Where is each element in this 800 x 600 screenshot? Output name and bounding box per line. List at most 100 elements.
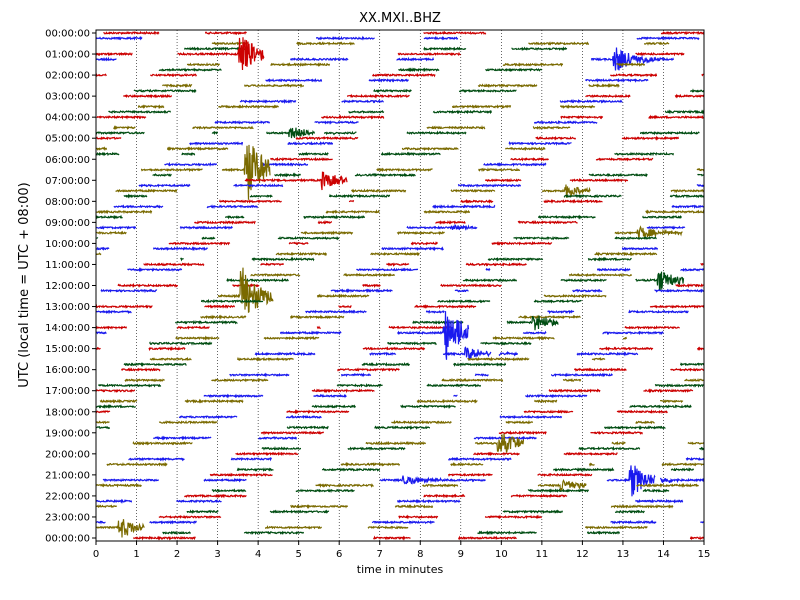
y-tick-label: 14:00:00 [45, 323, 90, 334]
trace-row [236, 467, 695, 473]
trace-row [174, 315, 559, 331]
y-tick-label: 01:00:00 [45, 50, 90, 61]
trace-row [158, 514, 543, 520]
trace-row [178, 414, 563, 420]
trace-row [95, 214, 683, 220]
trace-row [115, 184, 705, 198]
x-tick-label: 11 [535, 549, 548, 560]
trace-row [95, 151, 675, 157]
trace-row [164, 161, 547, 168]
trace-row [148, 341, 532, 346]
y-tick-label: 20:00:00 [45, 449, 90, 460]
trace-row [158, 67, 543, 73]
y-tick-label: 22:00:00 [45, 491, 90, 502]
trace-row [95, 246, 659, 252]
trace-row [254, 346, 639, 361]
y-axis-label: UTC (local time = UTC + 08:00) [17, 182, 32, 387]
trace-row [95, 498, 684, 504]
trace-row [96, 114, 704, 120]
y-tick-label: 11:00:00 [45, 260, 90, 271]
trace-row [96, 519, 648, 538]
trace-row [250, 272, 633, 278]
trace-row [261, 445, 705, 451]
trace-row [95, 72, 704, 78]
y-tick-label: 08:00:00 [45, 197, 90, 208]
x-tick-label: 13 [617, 549, 630, 560]
trace-row [120, 367, 705, 372]
x-tick-label: 8 [417, 549, 423, 560]
trace-row [217, 267, 607, 314]
trace-row [99, 398, 684, 404]
trace-row [95, 311, 664, 360]
trace-row [95, 146, 546, 152]
trace-row [162, 530, 621, 536]
trace-row [95, 209, 705, 215]
trace-row [106, 461, 705, 467]
trace-row [95, 35, 700, 41]
trace-row [113, 125, 571, 131]
trace-row [200, 314, 581, 320]
y-tick-label: 19:00:00 [45, 428, 90, 439]
y-tick-label: 03:00:00 [45, 92, 90, 103]
y-tick-label: 17:00:00 [45, 386, 90, 397]
trace-row [113, 204, 705, 210]
trace-row [95, 225, 683, 240]
trace-row [95, 409, 668, 415]
x-tick-label: 2 [174, 549, 180, 560]
y-tick-label: 15:00:00 [45, 344, 90, 355]
trace-row [211, 41, 670, 46]
trace-row [124, 377, 705, 383]
trace-row [138, 183, 705, 188]
trace-row [133, 88, 705, 94]
trace-row [95, 303, 705, 310]
trace-row [127, 267, 705, 273]
y-tick-label: 16:00:00 [45, 365, 90, 376]
trace-row [260, 430, 644, 436]
trace-row [95, 47, 675, 71]
x-tick-label: 3 [214, 549, 220, 560]
trace-row [180, 256, 632, 262]
trace-row [244, 171, 629, 191]
trace-row [269, 156, 654, 162]
x-tick-label: 15 [698, 549, 711, 560]
trace-row [214, 120, 598, 125]
trace-row [95, 135, 680, 141]
trace-row [194, 219, 578, 225]
y-tick-label: 05:00:00 [45, 134, 90, 145]
trace-row [226, 271, 685, 291]
trace-row [95, 478, 699, 492]
y-tick-label: 21:00:00 [45, 470, 90, 481]
y-tick-label: 06:00:00 [45, 155, 90, 166]
trace-row [265, 77, 649, 83]
trace-row [132, 433, 705, 453]
trace-row [175, 335, 628, 341]
trace-row [123, 93, 705, 99]
y-tick-label: 13:00:00 [45, 302, 90, 313]
x-tick-label: 4 [255, 549, 261, 560]
x-tick-label: 9 [458, 549, 464, 560]
trace-row [235, 451, 618, 457]
trace-row [203, 393, 588, 399]
x-axis-label: time in minutes [357, 563, 444, 576]
x-tick-label: 14 [657, 549, 670, 560]
trace-row [132, 535, 705, 541]
plot-frame [95, 29, 705, 542]
y-tick-label: 00:00:00 [45, 29, 90, 40]
trace-row [186, 62, 646, 68]
trace-row [96, 235, 657, 241]
y-tick-label: 23:00:00 [45, 512, 90, 523]
chart-title: XX.MXI..BHZ [359, 11, 441, 26]
trace-row [229, 372, 613, 378]
trace-row [183, 46, 568, 52]
trace-row [95, 424, 666, 431]
y-tick-label: 10:00:00 [45, 239, 90, 250]
trace-row [102, 465, 705, 497]
x-tick-label: 0 [93, 549, 99, 560]
trace-row [95, 325, 680, 330]
y-tick-label: 07:00:00 [45, 176, 90, 187]
trace-row [186, 509, 645, 514]
trace-row [200, 298, 582, 304]
trace-row [209, 472, 593, 478]
seismic-traces [95, 30, 705, 541]
y-tick-label: 18:00:00 [45, 407, 90, 418]
